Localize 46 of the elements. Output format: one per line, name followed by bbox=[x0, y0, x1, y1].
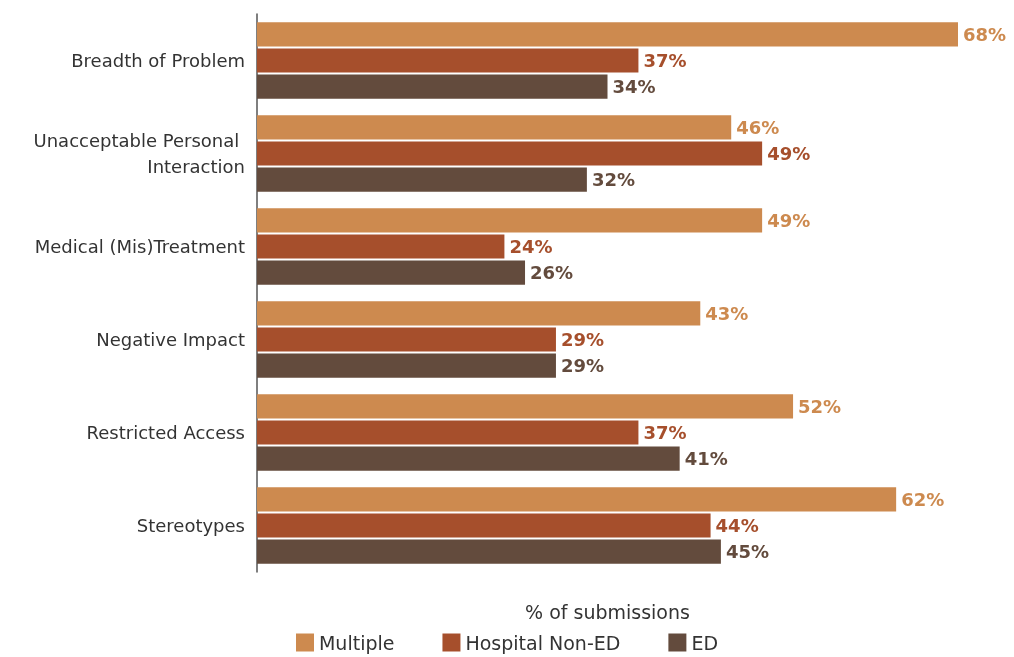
legend-label: Multiple bbox=[318, 631, 395, 654]
legend-label: Hospital Non-ED bbox=[465, 631, 621, 654]
y-tick-label: Unacceptable Personal Interaction bbox=[33, 130, 245, 177]
bar bbox=[257, 327, 556, 352]
y-tick-label: Medical (Mis)Treatment bbox=[34, 236, 245, 257]
bar bbox=[257, 301, 701, 326]
bar bbox=[257, 141, 763, 166]
data-label: 45% bbox=[725, 541, 769, 563]
bar bbox=[257, 487, 897, 512]
bar bbox=[257, 234, 505, 259]
data-label: 41% bbox=[684, 448, 728, 470]
data-label: 37% bbox=[643, 50, 687, 71]
data-label: 46% bbox=[736, 116, 780, 138]
bar bbox=[257, 115, 732, 140]
bar bbox=[257, 394, 794, 419]
bar bbox=[257, 353, 556, 378]
data-label: 37% bbox=[643, 422, 687, 443]
data-label: 44% bbox=[715, 515, 759, 536]
y-tick-label: Negative Impact bbox=[96, 329, 245, 350]
data-label: 43% bbox=[705, 302, 749, 324]
y-tick-label: Breadth of Problem bbox=[71, 50, 245, 71]
bar bbox=[257, 446, 680, 471]
bar bbox=[257, 167, 587, 192]
bar bbox=[257, 420, 639, 445]
bar bbox=[257, 208, 763, 233]
data-label: 68% bbox=[963, 23, 1007, 45]
x-axis-title: % of submissions bbox=[525, 600, 690, 623]
data-label: 62% bbox=[901, 488, 945, 510]
data-label: 49% bbox=[767, 143, 811, 164]
data-label: 34% bbox=[612, 76, 656, 98]
y-tick-label: Restricted Access bbox=[86, 422, 245, 443]
data-label: 29% bbox=[560, 355, 605, 377]
legend-label: ED bbox=[691, 631, 719, 654]
data-label: 29% bbox=[560, 329, 605, 350]
data-label: 32% bbox=[591, 169, 635, 191]
bar bbox=[257, 48, 639, 73]
bar bbox=[257, 260, 526, 285]
bar bbox=[257, 74, 608, 99]
y-tick-label: Stereotypes bbox=[136, 515, 245, 536]
data-label: 26% bbox=[530, 262, 574, 284]
bar bbox=[257, 513, 711, 538]
data-label: 52% bbox=[798, 395, 842, 417]
bar bbox=[257, 539, 721, 564]
data-label: 24% bbox=[509, 236, 553, 257]
bar bbox=[257, 22, 958, 47]
data-label: 49% bbox=[767, 209, 811, 231]
